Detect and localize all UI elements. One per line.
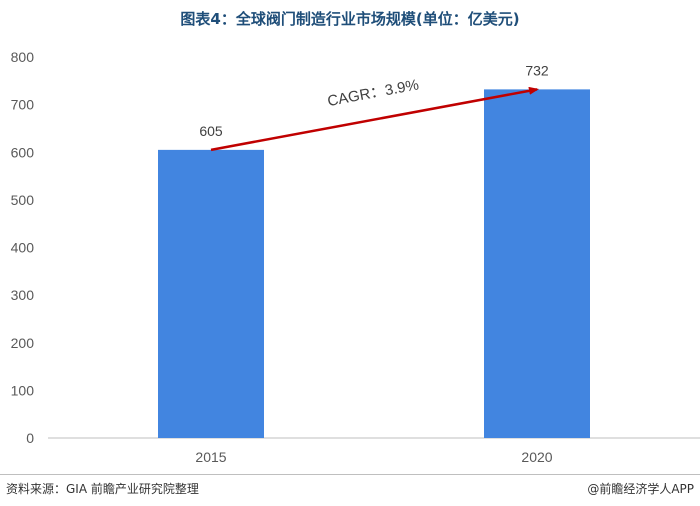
y-tick-label: 400 (11, 240, 35, 256)
chart-title: 图表4：全球阀门制造行业市场规模(单位：亿美元) (180, 10, 520, 28)
cagr-label: CAGR：3.9% (326, 76, 420, 110)
y-tick-label: 800 (11, 49, 35, 65)
data-labels: 605 732 (199, 62, 549, 138)
y-tick-label: 300 (11, 287, 35, 303)
x-tick-label: 2015 (195, 449, 226, 465)
y-tick-label: 700 (11, 97, 35, 113)
data-label-2015: 605 (199, 123, 223, 139)
footer-divider (0, 474, 700, 475)
brand-credit: @前瞻经济学人APP (587, 482, 694, 496)
y-tick-label: 100 (11, 382, 35, 398)
y-tick-label: 500 (11, 192, 35, 208)
y-axis: 0 100 200 300 400 500 600 700 800 (11, 49, 35, 446)
x-axis: 2015 2020 (195, 449, 552, 465)
y-tick-label: 0 (26, 430, 34, 446)
bars (158, 89, 590, 438)
bar-2020 (484, 89, 590, 438)
y-tick-label: 200 (11, 335, 35, 351)
bar-2015 (158, 149, 264, 438)
y-tick-label: 600 (11, 144, 35, 160)
cagr-arrow (210, 86, 539, 152)
source-note: 资料来源：GIA 前瞻产业研究院整理 (6, 482, 199, 496)
data-label-2020: 732 (525, 62, 549, 78)
x-tick-label: 2020 (521, 449, 552, 465)
